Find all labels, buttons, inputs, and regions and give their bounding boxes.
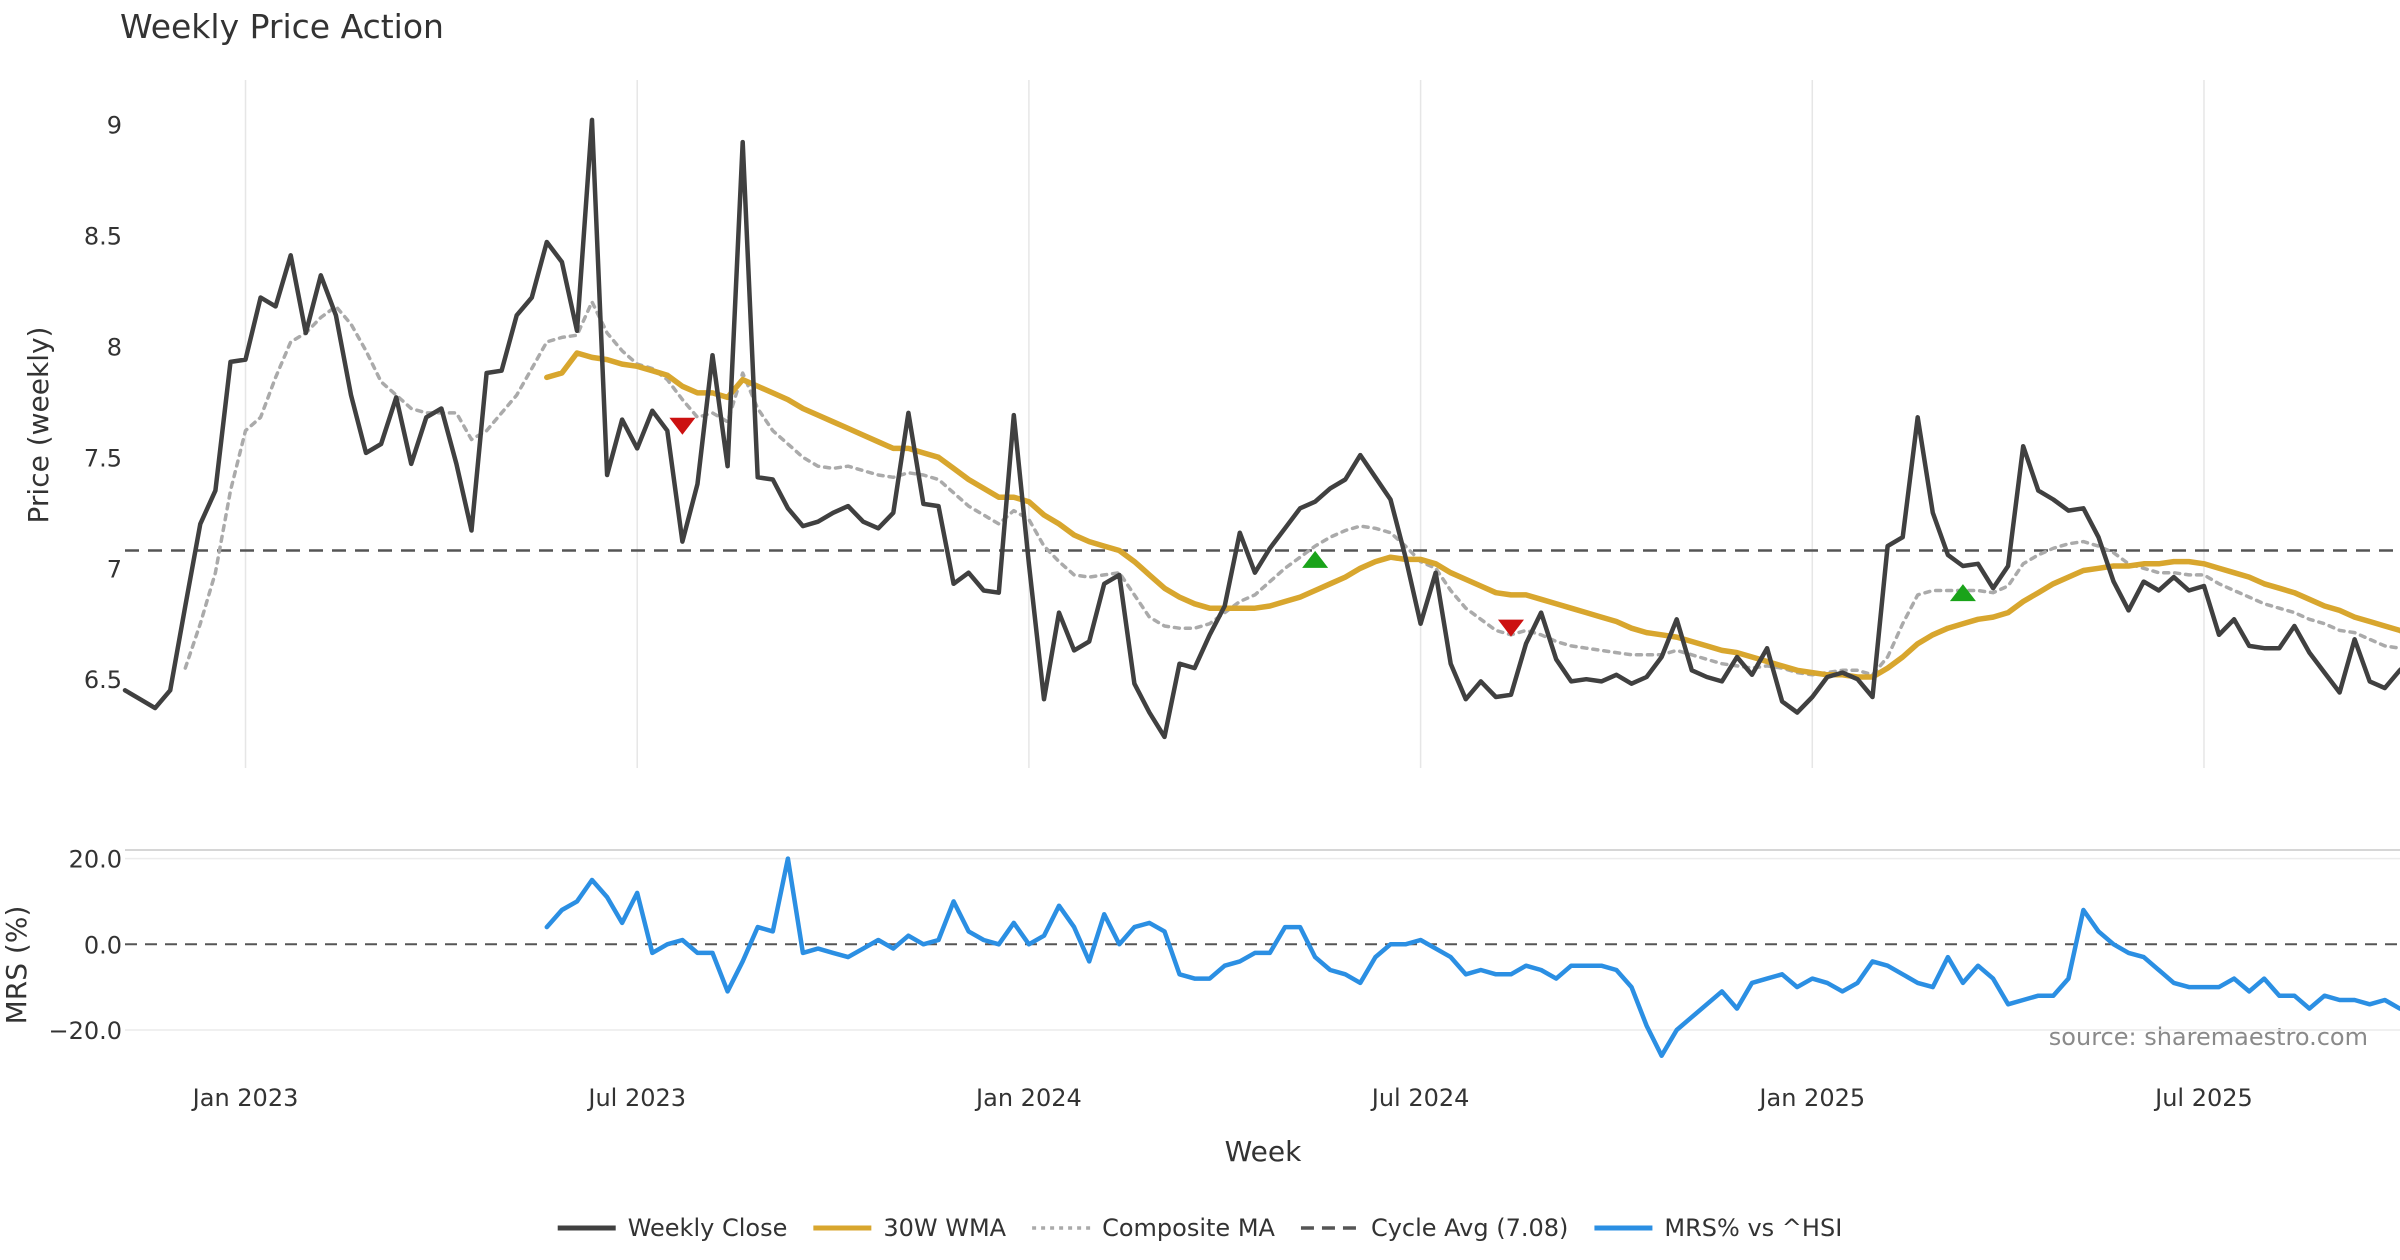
grid-layer <box>125 80 2400 1031</box>
legend-label: MRS% vs ^HSI <box>1664 1214 1842 1242</box>
price-y-tick-label: 6.5 <box>84 666 122 694</box>
x-tick-label: Jan 2025 <box>1757 1084 1865 1112</box>
buy-signal-marker <box>1302 550 1329 568</box>
sell-signal-marker <box>669 417 696 435</box>
composite-ma-line <box>183 300 2400 677</box>
legend-label: Cycle Avg (7.08) <box>1371 1214 1568 1242</box>
price-y-tick-label: 8.5 <box>84 222 122 250</box>
tick-layer: 6.5 7 7.5 8 8.5 9 −20.0 0.0 20.0 Jan 2023 Jul 2023… <box>48 111 2252 1112</box>
price-y-tick-label: 9 <box>107 111 122 139</box>
x-tick-label: Jan 2023 <box>191 1084 299 1112</box>
buy-signal-marker <box>1949 584 1976 602</box>
x-tick-label: Jul 2023 <box>586 1084 686 1112</box>
x-tick-label: Jul 2025 <box>2153 1084 2253 1112</box>
legend: Weekly Close 30W WMA Composite MA Cycle Avg… <box>557 1214 1842 1242</box>
mrs-axis-label: MRS (%) <box>0 906 33 1025</box>
mrs-y-tick-label: 0.0 <box>84 931 122 959</box>
x-tick-label: Jan 2024 <box>974 1084 1082 1112</box>
price-y-tick-label: 7.5 <box>84 444 122 472</box>
source-annotation: source: sharemaestro.com <box>2049 1023 2368 1051</box>
chart-title: Weekly Price Action <box>120 7 444 46</box>
mrs-y-tick-label: −20.0 <box>48 1017 122 1045</box>
mrs-y-tick-label: 20.0 <box>69 846 122 874</box>
legend-label: Weekly Close <box>628 1214 788 1242</box>
sell-signal-marker <box>1497 619 1524 637</box>
weekly-close-line <box>122 117 2400 740</box>
legend-label: 30W WMA <box>883 1214 1006 1242</box>
mrs-line <box>544 856 2400 1058</box>
price-y-tick-label: 7 <box>107 555 122 583</box>
price-y-tick-label: 8 <box>107 333 122 361</box>
x-axis-label: Week <box>1225 1135 1302 1168</box>
legend-label: Composite MA <box>1102 1214 1275 1242</box>
price-axis-label: Price (weekly) <box>22 327 55 524</box>
data-layer <box>122 117 2400 1058</box>
30w-wma-line <box>544 350 2400 680</box>
x-tick-label: Jul 2024 <box>1370 1084 1470 1112</box>
